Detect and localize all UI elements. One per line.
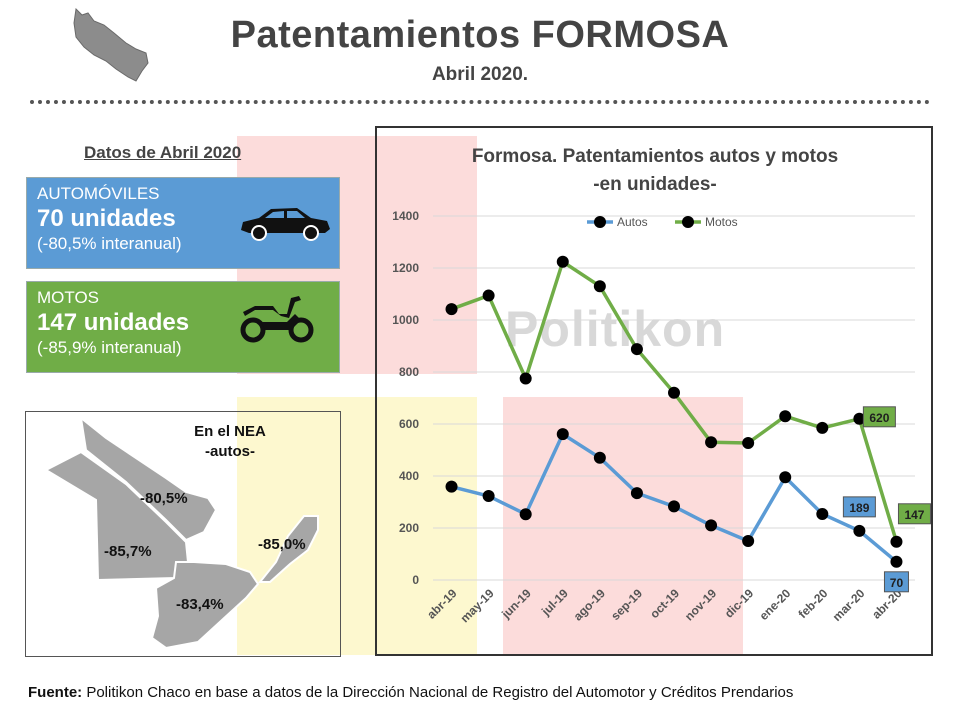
data-point-autos — [519, 508, 532, 521]
formosa-map-icon — [73, 7, 149, 82]
y-tick-label: 1400 — [392, 209, 419, 223]
data-point-autos — [482, 490, 495, 503]
data-label-box — [897, 503, 931, 525]
x-tick-label: may-19 — [458, 586, 497, 625]
data-point-motos — [482, 289, 495, 302]
y-tick-label: 800 — [399, 365, 419, 379]
data-point-autos — [705, 519, 718, 532]
legend-marker-autos — [594, 216, 606, 228]
chart-title: Formosa. Patentamientos autos y motos -e… — [377, 143, 933, 199]
nea-map — [43, 415, 319, 650]
data-label-box — [862, 406, 896, 428]
legend-label-autos: Autos — [617, 215, 648, 229]
source-footer: Fuente: Politikon Chaco en base a datos … — [28, 684, 793, 701]
data-label: 147 — [904, 508, 924, 522]
x-tick-label: sep-19 — [608, 586, 645, 623]
formosa-pct-label: -80,5% — [140, 490, 188, 507]
formosa-province-shape — [79, 415, 218, 542]
data-point-motos — [816, 421, 829, 434]
data-point-autos — [779, 471, 792, 484]
datos-section-title: Datos de Abril 2020 — [84, 143, 242, 162]
motos-card-change: (-85,9% interanual) — [37, 338, 182, 357]
x-tick-label: jul-19 — [538, 586, 571, 619]
y-tick-label: 1000 — [392, 313, 419, 327]
data-label: 189 — [849, 501, 869, 515]
page-subtitle: Abril 2020. — [431, 64, 529, 85]
data-point-motos — [853, 412, 866, 425]
chart-title-line1: Formosa. Patentamientos autos y motos — [471, 146, 839, 167]
data-point-motos — [742, 436, 755, 449]
data-label: 70 — [890, 576, 904, 590]
data-point-autos — [445, 480, 458, 493]
data-point-motos — [445, 303, 458, 316]
data-point-motos — [705, 436, 718, 449]
x-tick-label: dic-19 — [722, 586, 757, 621]
legend-marker-motos — [682, 216, 694, 228]
motos-card-units: 147 unidades — [37, 309, 190, 336]
data-point-autos — [890, 555, 903, 568]
legend-label-motos: Motos — [705, 215, 738, 229]
data-point-autos — [816, 507, 829, 520]
chart-frame — [375, 126, 933, 656]
data-label-box — [842, 496, 876, 518]
data-point-motos — [556, 255, 569, 268]
dotted-divider — [30, 100, 930, 104]
corrientes-pct-label: -83,4% — [176, 596, 224, 613]
data-point-autos — [853, 524, 866, 537]
x-tick-label: ago-19 — [571, 586, 608, 623]
x-tick-label: feb-20 — [796, 586, 831, 621]
motos-card-label: MOTOS — [37, 288, 100, 307]
x-tick-label: mar-20 — [830, 586, 868, 624]
data-point-autos — [668, 500, 680, 513]
data-point-autos — [593, 451, 606, 464]
y-tick-label: 600 — [399, 417, 419, 431]
data-point-motos — [668, 386, 680, 399]
x-tick-label: abr-19 — [424, 586, 460, 622]
nea-map-title: En el NEA -autos- — [170, 422, 290, 462]
bg-block-yellow — [237, 397, 477, 655]
motos-card: MOTOS 147 unidades (-85,9% interanual) — [26, 281, 340, 373]
series-line-autos — [451, 432, 898, 564]
misiones-pct-label: -85,0% — [258, 536, 306, 553]
nea-map-title-line1: En el NEA — [194, 423, 266, 440]
corrientes-province-shape — [150, 561, 260, 650]
x-tick-label: nov-19 — [682, 586, 719, 623]
chart-title-line2: -en unidades- — [593, 174, 717, 195]
motorcycle-icon — [240, 296, 314, 343]
autos-card-label: AUTOMÓVILES — [37, 184, 160, 203]
source-text: Politikon Chaco en base a datos de la Di… — [82, 684, 794, 701]
data-point-autos — [630, 487, 643, 500]
y-tick-label: 400 — [399, 469, 419, 483]
data-point-motos — [519, 372, 532, 385]
nea-map-title-line2: -autos- — [205, 443, 255, 460]
data-point-motos — [890, 535, 903, 548]
series-line-motos — [450, 260, 899, 543]
y-tick-label: 0 — [412, 573, 419, 587]
page-title: Patentamientos FORMOSA — [230, 14, 730, 56]
data-point-autos — [742, 535, 755, 547]
y-tick-label: 200 — [399, 521, 419, 535]
y-tick-label: 1200 — [392, 261, 419, 275]
x-tick-label: jun-19 — [498, 586, 534, 622]
car-icon — [241, 208, 330, 241]
nea-map-box — [25, 411, 341, 657]
bg-block-red-bottom — [503, 397, 743, 655]
misiones-province-shape — [257, 515, 319, 583]
autos-card-change: (-80,5% interanual) — [37, 234, 182, 253]
autos-card: AUTOMÓVILES 70 unidades (-80,5% interanu… — [26, 177, 340, 269]
data-point-motos — [630, 343, 643, 356]
data-point-autos — [556, 428, 569, 441]
data-point-motos — [593, 280, 606, 293]
x-tick-label: ene-20 — [757, 586, 794, 623]
chaco-pct-label: -85,7% — [104, 543, 152, 560]
data-label: 620 — [869, 411, 889, 425]
source-label: Fuente: — [28, 684, 83, 701]
autos-card-units: 70 unidades — [37, 205, 176, 232]
x-tick-label: oct-19 — [647, 586, 682, 621]
data-label-box — [883, 571, 909, 593]
data-point-motos — [779, 410, 792, 423]
